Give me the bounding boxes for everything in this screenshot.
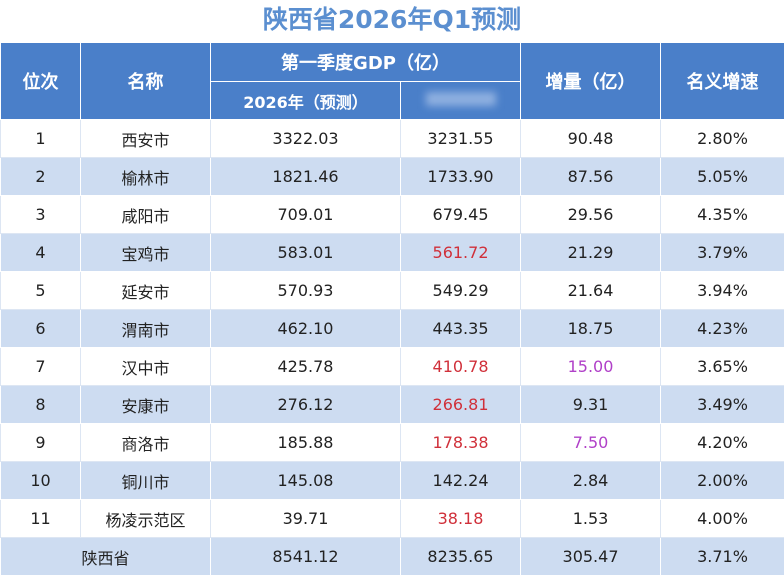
- header-cell: 名称: [80, 42, 211, 120]
- cell: 4.20%: [660, 423, 784, 462]
- cell: 3.79%: [660, 233, 784, 272]
- cell: 5: [0, 271, 81, 310]
- cell: 3: [0, 195, 81, 234]
- row: 6 渭南市 462.10 443.35 18.75 4.23%: [0, 309, 784, 348]
- cell: 9.31: [520, 385, 662, 424]
- cell: 1.53: [520, 499, 662, 538]
- cell: 铜川市: [80, 461, 211, 500]
- cell: 549.29: [399, 271, 522, 310]
- cell: 6: [0, 309, 81, 348]
- table-body: 1 西安市 3322.03 3231.55 90.48 2.80% 2 榆林市 1821.46 1…: [0, 119, 784, 576]
- cell: 西安市: [80, 119, 211, 158]
- cell: 8541.12: [210, 537, 401, 576]
- cell: 榆林市: [80, 157, 211, 196]
- row: 4 宝鸡市 583.01 561.72 21.29 3.79%: [0, 233, 784, 272]
- row: 1 西安市 3322.03 3231.55 90.48 2.80%: [0, 119, 784, 158]
- cell: 渭南市: [80, 309, 211, 348]
- cell: 679.45: [399, 195, 522, 234]
- cell: 2.00%: [660, 461, 784, 500]
- cell: 3.71%: [660, 537, 784, 576]
- header-cell: 2026年（预测）: [210, 81, 401, 120]
- cell: 4.23%: [660, 309, 784, 348]
- cell: 9: [0, 423, 81, 462]
- row: 2 榆林市 1821.46 1733.90 87.56 5.05%: [0, 157, 784, 196]
- cell: 266.81: [399, 385, 522, 424]
- header-cell: 名义增速: [660, 42, 784, 120]
- cell: 2.84: [520, 461, 662, 500]
- cell: 145.08: [210, 461, 401, 500]
- cell: 安康市: [80, 385, 211, 424]
- cell: 10: [0, 461, 81, 500]
- cell: 杨凌示范区: [80, 499, 211, 538]
- cell: 185.88: [210, 423, 401, 462]
- row: 3 咸阳市 709.01 679.45 29.56 4.35%: [0, 195, 784, 234]
- row: 8 安康市 276.12 266.81 9.31 3.49%: [0, 385, 784, 424]
- cell: 21.64: [520, 271, 662, 310]
- header-cell: 位次: [0, 42, 81, 120]
- cell: 15.00: [520, 347, 662, 386]
- cell: 7.50: [520, 423, 662, 462]
- cell: 3.94%: [660, 271, 784, 310]
- cell: 延安市: [80, 271, 211, 310]
- cell: 宝鸡市: [80, 233, 211, 272]
- cell: 8235.65: [399, 537, 522, 576]
- cell: 1733.90: [399, 157, 522, 196]
- cell: 561.72: [399, 233, 522, 272]
- total-row: 陕西省 8541.12 8235.65 305.47 3.71%: [0, 537, 784, 576]
- cell: 410.78: [399, 347, 522, 386]
- cell: 425.78: [210, 347, 401, 386]
- cell: 276.12: [210, 385, 401, 424]
- cell: 11: [0, 499, 81, 538]
- row: 11 杨凌示范区 39.71 38.18 1.53 4.00%: [0, 499, 784, 538]
- cell: 142.24: [399, 461, 522, 500]
- cell: 7: [0, 347, 81, 386]
- cell: 4.00%: [660, 499, 784, 538]
- row: 10 铜川市 145.08 142.24 2.84 2.00%: [0, 461, 784, 500]
- cell: 2: [0, 157, 81, 196]
- cell: 1: [0, 119, 81, 158]
- title: 陕西省2026年Q1预测: [262, 5, 522, 34]
- cell: 咸阳市: [80, 195, 211, 234]
- cell: 5.05%: [660, 157, 784, 196]
- cell: 3231.55: [399, 119, 522, 158]
- row: 7 汉中市 425.78 410.78 15.00 3.65%: [0, 347, 784, 386]
- blurred-header: [399, 81, 522, 120]
- cell: 18.75: [520, 309, 662, 348]
- row: 5 延安市 570.93 549.29 21.64 3.94%: [0, 271, 784, 310]
- header-cell: 增量（亿）: [520, 42, 662, 120]
- row: 9 商洛市 185.88 178.38 7.50 4.20%: [0, 423, 784, 462]
- cell: 4: [0, 233, 81, 272]
- cell: 商洛市: [80, 423, 211, 462]
- header-cell: 第一季度GDP（亿）: [209, 42, 522, 82]
- cell: 178.38: [399, 423, 522, 462]
- cell: 583.01: [210, 233, 401, 272]
- cell: 4.35%: [660, 195, 784, 234]
- cell: 38.18: [399, 499, 522, 538]
- cell: 443.35: [399, 309, 522, 348]
- cell: 陕西省: [0, 537, 211, 576]
- cell: 87.56: [520, 157, 662, 196]
- cell: 8: [0, 385, 81, 424]
- cell: 462.10: [210, 309, 401, 348]
- cell: 39.71: [210, 499, 401, 538]
- cell: 305.47: [520, 537, 662, 576]
- cell: 2.80%: [660, 119, 784, 158]
- cell: 29.56: [520, 195, 662, 234]
- cell: 3.65%: [660, 347, 784, 386]
- cell: 709.01: [210, 195, 401, 234]
- cell: 1821.46: [210, 157, 401, 196]
- cell: 21.29: [520, 233, 662, 272]
- cell: 570.93: [210, 271, 401, 310]
- cell: 3322.03: [210, 119, 401, 158]
- cell: 汉中市: [80, 347, 211, 386]
- cell: 3.49%: [660, 385, 784, 424]
- cell: 90.48: [520, 119, 662, 158]
